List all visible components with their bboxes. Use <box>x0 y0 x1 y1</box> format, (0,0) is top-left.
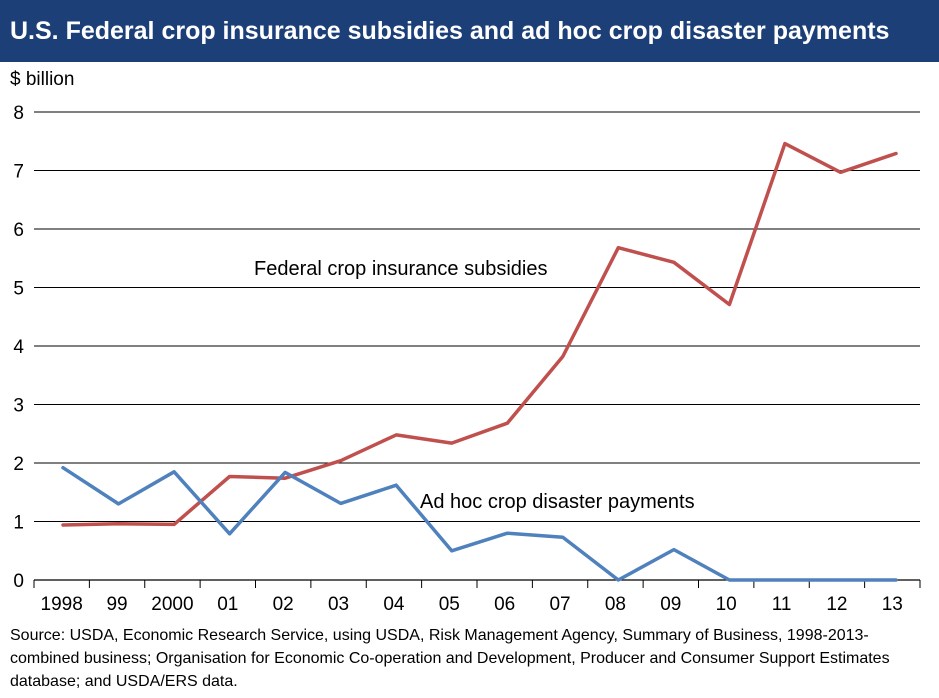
x-tick-label: 09 <box>660 594 681 615</box>
y-tick-label: 1 <box>13 513 24 534</box>
y-tick-label: 8 <box>13 103 24 124</box>
x-tick-labels: 1998 99 2000 01 02 03 04 05 06 07 08 09 10 11 12 13 <box>41 594 903 615</box>
y-axis-label: $ billion <box>10 69 74 90</box>
x-tick-label: 04 <box>383 594 405 615</box>
x-tick-label: 05 <box>439 594 460 615</box>
series-label-disaster: Ad hoc crop disaster payments <box>420 491 695 513</box>
x-tick-label: 10 <box>716 594 737 615</box>
x-tick-label: 06 <box>494 594 515 615</box>
series-label-insurance: Federal crop insurance subsidies <box>254 258 548 280</box>
series-lines <box>61 141 898 582</box>
y-tick-label: 5 <box>13 279 24 300</box>
y-tick-label: 2 <box>13 454 24 475</box>
x-tick-label: 1998 <box>41 594 83 615</box>
chart-title: U.S. Federal crop insurance subsidies an… <box>0 0 939 62</box>
x-tick-label: 07 <box>549 594 570 615</box>
x-tick-label: 03 <box>328 594 349 615</box>
series-line-disaster-payments <box>61 465 898 582</box>
y-tick-label: 0 <box>13 571 24 592</box>
x-tick-label: 08 <box>605 594 626 615</box>
y-tick-label: 3 <box>13 396 24 417</box>
x-tick-label: 2000 <box>151 594 193 615</box>
source-note: Source: USDA, Economic Research Service,… <box>10 627 890 690</box>
y-tick-label: 6 <box>13 220 24 241</box>
series-line-insurance-subsidies <box>61 141 898 527</box>
x-tick-label: 99 <box>106 594 127 615</box>
x-tick-label: 11 <box>772 594 792 615</box>
grid-lines <box>33 111 921 588</box>
x-tick-label: 12 <box>826 594 847 615</box>
y-tick-labels: 0 1 2 3 4 5 6 7 8 <box>13 103 24 592</box>
y-tick-label: 4 <box>13 337 24 358</box>
x-tick-label: 13 <box>882 594 903 615</box>
x-tick-label: 02 <box>273 594 294 615</box>
y-tick-label: 7 <box>13 162 24 183</box>
x-tick-label: 01 <box>217 594 238 615</box>
